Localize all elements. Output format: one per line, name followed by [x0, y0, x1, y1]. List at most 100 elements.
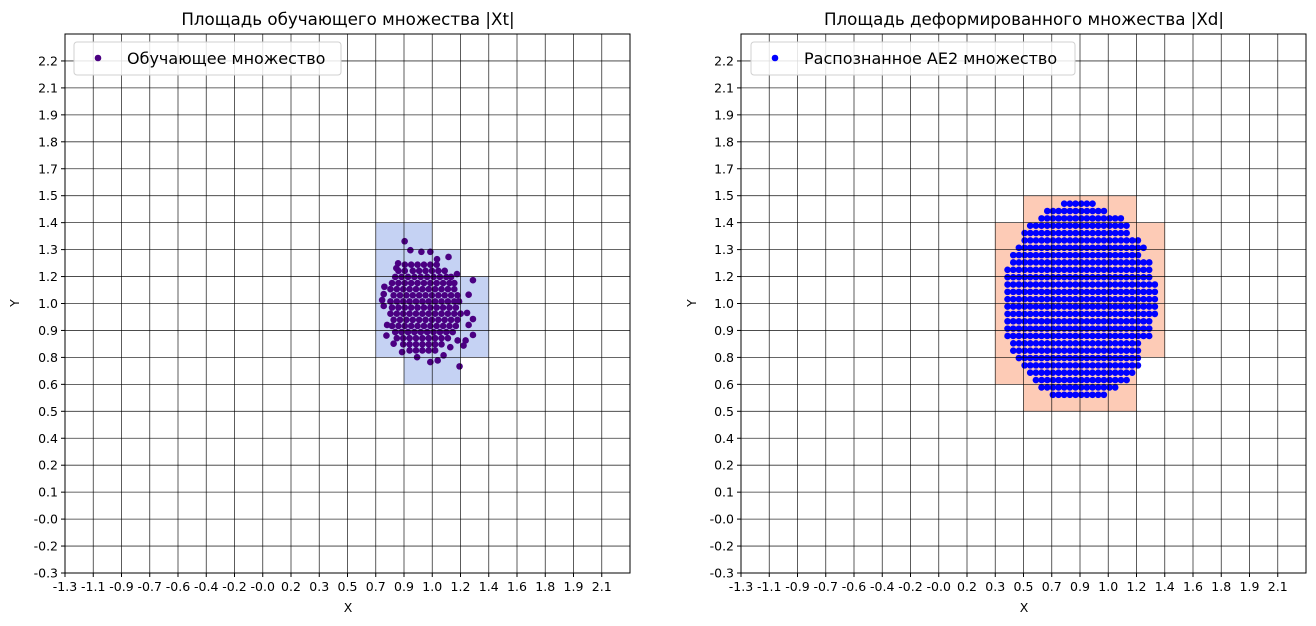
data-point [1106, 340, 1113, 347]
data-point [1072, 376, 1079, 384]
x-tick-label: -0.0 [251, 579, 275, 594]
data-point [1060, 391, 1068, 399]
data-point [1066, 229, 1074, 237]
data-point [388, 322, 396, 330]
data-point [1066, 391, 1074, 399]
data-point [1106, 295, 1113, 303]
data-point [1094, 354, 1102, 362]
data-point [441, 316, 448, 324]
data-point [1117, 347, 1125, 354]
data-point [1021, 303, 1028, 310]
data-point [1111, 317, 1119, 325]
data-point [1043, 325, 1051, 332]
data-point [1100, 251, 1108, 259]
data-point [1111, 229, 1119, 237]
data-point [1026, 310, 1034, 318]
data-point [431, 285, 439, 293]
data-point [453, 270, 461, 278]
data-point [452, 304, 460, 311]
data-point [1100, 295, 1108, 303]
data-point [1089, 384, 1096, 391]
data-point [393, 285, 401, 293]
data-point [442, 273, 450, 281]
data-point [1145, 332, 1153, 340]
data-point [1100, 354, 1108, 362]
data-point [1123, 310, 1130, 318]
x-tick-label: 0.2 [957, 579, 977, 594]
data-point [1072, 325, 1079, 332]
data-point [447, 292, 455, 299]
data-point [1004, 288, 1011, 296]
data-point [449, 328, 456, 336]
data-point [1066, 200, 1074, 207]
data-point [1004, 317, 1011, 325]
y-tick-label: -0.3 [34, 566, 58, 581]
data-point [1009, 266, 1017, 274]
data-point [1043, 317, 1051, 325]
data-point [1106, 310, 1113, 318]
data-point [1128, 332, 1136, 340]
data-point [1134, 362, 1142, 369]
data-point [1094, 295, 1102, 303]
data-point [1072, 200, 1079, 207]
data-point [450, 285, 458, 293]
data-point [1100, 340, 1108, 347]
x-tick-label: 0.3 [985, 579, 1005, 594]
data-point [1083, 259, 1091, 266]
data-point [1106, 229, 1113, 237]
data-point [1111, 384, 1119, 391]
data-point [1055, 215, 1062, 222]
right-chart-panel: Площадь деформированного множества |Xd| … [684, 9, 1307, 615]
data-point [1055, 295, 1062, 303]
data-point [1140, 317, 1147, 325]
data-point [1140, 281, 1147, 288]
data-point [1117, 229, 1125, 237]
data-point [406, 347, 413, 354]
data-point [1089, 376, 1096, 384]
data-point [1026, 281, 1034, 288]
data-point [419, 341, 426, 348]
data-point [1015, 281, 1023, 288]
data-point [412, 341, 420, 348]
data-point [1021, 273, 1028, 281]
data-point [380, 302, 388, 310]
data-point [1015, 332, 1023, 340]
y-tick-label: 0.6 [38, 377, 58, 392]
data-point [1083, 347, 1091, 354]
data-point [1134, 295, 1142, 303]
data-point [1055, 288, 1062, 296]
data-point [399, 334, 407, 342]
data-point [1083, 273, 1091, 281]
data-point [1066, 376, 1074, 384]
data-point [1094, 251, 1102, 259]
data-point [1026, 237, 1034, 244]
data-point [1049, 391, 1057, 399]
data-point [431, 341, 439, 348]
data-point [1049, 332, 1057, 340]
data-point [1111, 310, 1119, 318]
data-point [1032, 266, 1040, 274]
data-point [1060, 266, 1068, 274]
data-point [1134, 317, 1142, 325]
data-point [1151, 295, 1159, 303]
data-point [403, 292, 410, 299]
data-point [1049, 259, 1057, 266]
data-point [1026, 362, 1034, 369]
data-point [1089, 369, 1096, 377]
data-point [1055, 281, 1062, 288]
data-point [1055, 244, 1062, 252]
data-point [1038, 325, 1045, 332]
data-point [1123, 251, 1130, 259]
data-point [407, 246, 414, 254]
x-tick-label: -0.9 [785, 579, 809, 594]
data-point [1055, 310, 1062, 318]
data-point [412, 285, 420, 293]
data-point [1038, 215, 1045, 222]
data-point [1100, 244, 1108, 252]
data-point [1072, 273, 1079, 281]
data-point [1038, 288, 1045, 296]
data-point [1038, 376, 1045, 384]
data-point [435, 267, 442, 275]
data-point [454, 337, 461, 344]
data-point [415, 292, 423, 299]
